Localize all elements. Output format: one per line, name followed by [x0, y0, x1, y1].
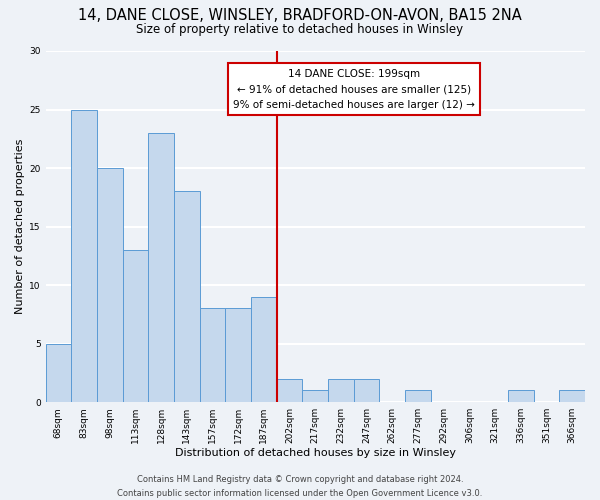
Bar: [46, 344, 71, 402]
X-axis label: Distribution of detached houses by size in Winsley: Distribution of detached houses by size …: [175, 448, 456, 458]
Bar: [251, 297, 277, 402]
Text: Contains HM Land Registry data © Crown copyright and database right 2024.
Contai: Contains HM Land Registry data © Crown c…: [118, 476, 482, 498]
Bar: [174, 192, 200, 402]
Bar: [97, 168, 122, 402]
Text: 14 DANE CLOSE: 199sqm
← 91% of detached houses are smaller (125)
9% of semi-deta: 14 DANE CLOSE: 199sqm ← 91% of detached …: [233, 68, 475, 110]
Text: 14, DANE CLOSE, WINSLEY, BRADFORD-ON-AVON, BA15 2NA: 14, DANE CLOSE, WINSLEY, BRADFORD-ON-AVO…: [78, 8, 522, 22]
Bar: [405, 390, 431, 402]
Bar: [354, 378, 379, 402]
Bar: [328, 378, 354, 402]
Bar: [226, 308, 251, 402]
Bar: [302, 390, 328, 402]
Bar: [508, 390, 533, 402]
Bar: [200, 308, 226, 402]
Y-axis label: Number of detached properties: Number of detached properties: [15, 139, 25, 314]
Bar: [277, 378, 302, 402]
Text: Size of property relative to detached houses in Winsley: Size of property relative to detached ho…: [136, 22, 464, 36]
Bar: [71, 110, 97, 402]
Bar: [122, 250, 148, 402]
Bar: [148, 133, 174, 402]
Bar: [559, 390, 585, 402]
